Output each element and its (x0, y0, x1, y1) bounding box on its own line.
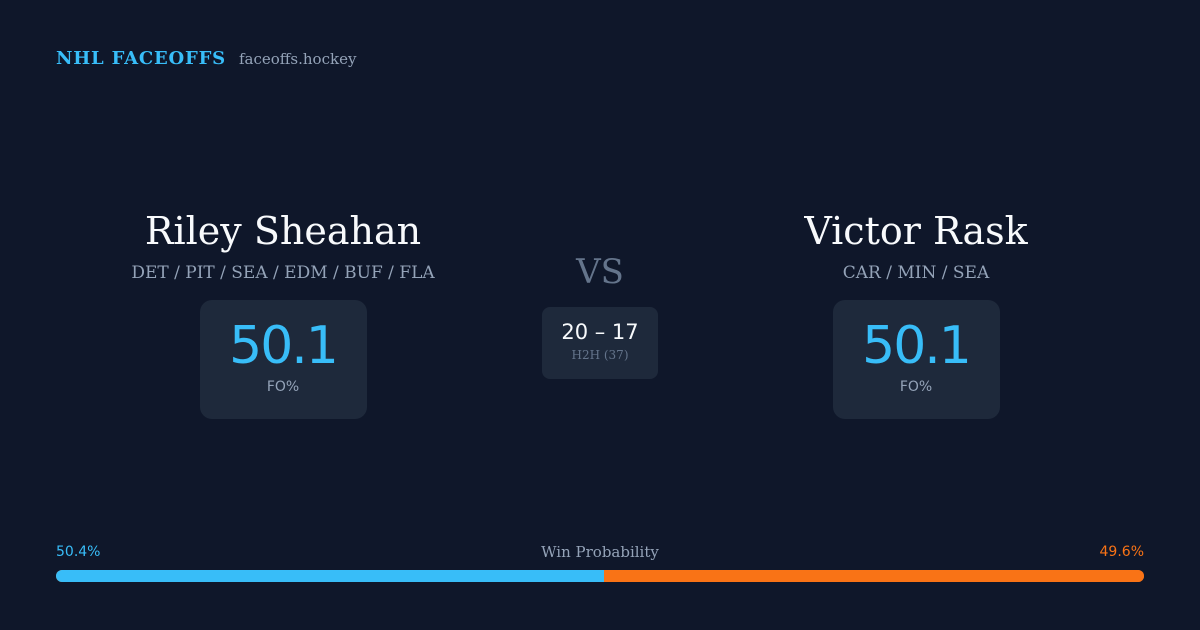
brand-header: NHL FACEOFFS faceoffs.hockey (56, 48, 356, 69)
player-left-stat-card: 50.1 FO% (199, 300, 367, 419)
win-probability-left-value: 50.4% (56, 544, 101, 560)
brand-title: NHL FACEOFFS (56, 48, 226, 69)
player-right-faceoff-pct: 50.1 (862, 316, 972, 376)
win-probability-right-value: 49.6% (1099, 544, 1144, 560)
win-probability-title: Win Probability (541, 543, 659, 561)
vs-label: VS (576, 252, 624, 292)
player-left-faceoff-pct: 50.1 (229, 316, 339, 376)
win-probability-bar (56, 570, 1144, 582)
player-right-stat-card: 50.1 FO% (832, 300, 1000, 419)
player-right-stat-label: FO% (899, 379, 933, 395)
brand-url: faceoffs.hockey (238, 50, 357, 68)
head-to-head-score: 20 – 17 (561, 320, 639, 344)
head-to-head-label: H2H (37) (571, 348, 629, 362)
player-right: Victor Rask CAR / MIN / SEA 50.1 FO% (696, 206, 1136, 419)
win-probability-left-fill (56, 570, 605, 582)
player-left-stat-label: FO% (266, 379, 300, 395)
head-to-head-card: 20 – 17 H2H (37) (542, 307, 658, 379)
player-left-name: Riley Sheahan (144, 209, 422, 253)
win-probability-labels: Win Probability 50.4% 49.6% (56, 543, 1144, 563)
player-left: Riley Sheahan DET / PIT / SEA / EDM / BU… (63, 206, 503, 419)
player-right-name: Victor Rask (804, 209, 1028, 253)
player-left-teams: DET / PIT / SEA / EDM / BUF / FLA (131, 263, 435, 283)
player-right-teams: CAR / MIN / SEA (842, 263, 990, 283)
win-probability-right-fill (604, 570, 1144, 582)
